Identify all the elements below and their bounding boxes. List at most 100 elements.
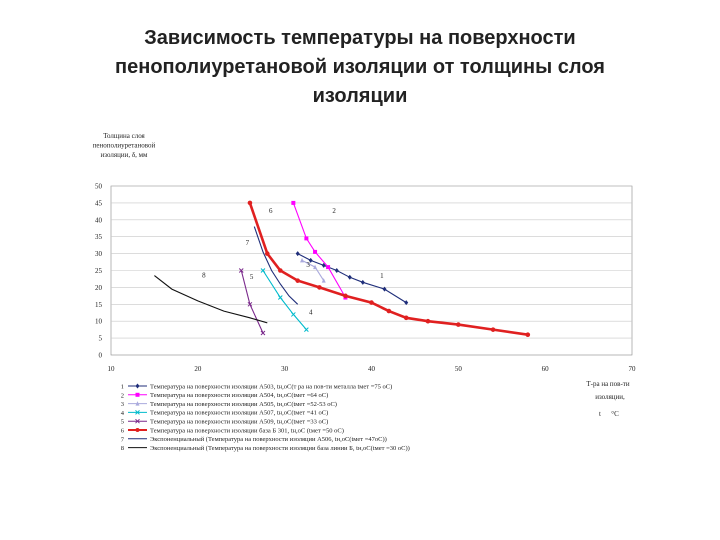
- y-tick-label: 40: [95, 216, 103, 224]
- data-point: [295, 278, 300, 283]
- y-tick-label: 20: [95, 284, 103, 292]
- y-axis-label: Толщина слоя пенополиуретановойизоляции, …: [93, 132, 156, 159]
- series-group: 1 2 3 4 5 6 7 8: [154, 200, 531, 338]
- y-tick-label: 45: [95, 199, 103, 207]
- data-point: [403, 315, 409, 321]
- data-point-stroke: [247, 301, 253, 307]
- data-point: [326, 265, 331, 270]
- y-tick-label: 0: [99, 352, 103, 360]
- y-axis-label-line: изоляции, δ, мм: [101, 151, 149, 159]
- x-tick-label: 60: [542, 365, 550, 373]
- data-point: [135, 410, 140, 415]
- series-annotation: 1: [380, 272, 384, 280]
- data-point-stroke: [135, 418, 140, 424]
- data-point: [313, 249, 318, 254]
- data-point: [343, 293, 348, 299]
- series-6: 6: [247, 200, 531, 338]
- series-line: [154, 275, 268, 324]
- data-point-stroke: [238, 268, 244, 273]
- data-point: [135, 392, 140, 397]
- data-point-stroke: [277, 295, 283, 300]
- data-point: [347, 274, 352, 280]
- legend-label: Температура на поверхности изоляции А503…: [150, 383, 392, 390]
- legend-label: Температура на поверхности изоляции А509…: [150, 419, 328, 426]
- title-line: пенополиуретановой изоляции от толщины с…: [115, 56, 605, 78]
- series-line: [253, 226, 299, 305]
- title-line: изоляции: [312, 85, 408, 107]
- series-8: 8: [154, 271, 268, 324]
- data-point: [300, 257, 305, 263]
- data-point: [278, 268, 283, 273]
- x-axis-label-line: °C: [611, 410, 619, 418]
- data-point: [304, 327, 309, 333]
- data-point: [334, 268, 339, 273]
- y-tick-label: 5: [99, 335, 103, 343]
- y-tick-label: 25: [95, 267, 103, 275]
- data-point: [295, 251, 300, 257]
- x-tick-label: 50: [455, 365, 463, 373]
- data-point: [369, 300, 374, 305]
- series-annotation: 8: [202, 271, 206, 279]
- x-axis-label: Т-ра на пов-ти изоляции, t °C: [586, 380, 630, 418]
- data-point: [260, 268, 266, 273]
- data-point: [321, 278, 326, 283]
- legend-number: 2: [121, 392, 124, 399]
- data-point-stroke: [260, 330, 266, 336]
- data-point-stroke: [304, 327, 309, 333]
- x-tick-label: 30: [281, 365, 289, 373]
- data-point: [490, 327, 496, 332]
- legend-number: 4: [121, 410, 125, 417]
- data-point: [308, 257, 313, 263]
- data-point: [135, 428, 140, 432]
- legend-number: 8: [121, 445, 124, 452]
- data-point: [360, 279, 365, 285]
- y-tick-label: 30: [95, 250, 103, 258]
- legend-number: 3: [121, 401, 124, 408]
- series-5: 5: [238, 268, 266, 336]
- data-point: [304, 236, 309, 241]
- x-axis-label-line: изоляции,: [595, 393, 625, 401]
- series-4: 4: [260, 268, 313, 333]
- data-point-stroke: [135, 410, 140, 415]
- data-point: [135, 401, 140, 406]
- series-line: [262, 270, 307, 330]
- page-title: Зависимость температуры на поверхности п…: [40, 24, 680, 111]
- data-point: [291, 200, 296, 205]
- x-axis-label-line: t: [599, 410, 601, 418]
- series-annotation: 6: [269, 207, 273, 215]
- data-point: [525, 332, 531, 338]
- grid: [111, 185, 632, 339]
- legend-item: 6 Температура на поверхности изоляции баз…: [121, 427, 344, 434]
- data-point-stroke: [260, 268, 266, 273]
- legend-label: Температура на поверхности изоляции А505…: [150, 401, 337, 408]
- legend: 1 Температура на поверхности изоляции А50…: [121, 383, 410, 452]
- legend-item: 4 Температура на поверхности изоляции А50…: [121, 410, 329, 417]
- legend-item: 7 Экспоненциальный (Температура на поверх…: [121, 436, 387, 443]
- data-point: [425, 318, 431, 324]
- legend-label: Экспоненциальный (Температура на поверхн…: [150, 436, 387, 443]
- data-point: [317, 285, 322, 290]
- y-ticks: 0 5 10 15 20 25 30 35 40 45 50: [95, 183, 103, 360]
- legend-item: 3 Температура на поверхности изоляции А50…: [121, 401, 337, 408]
- title-line: Зависимость температуры на поверхности: [144, 27, 576, 49]
- legend-item: 1 Температура на поверхности изоляции А50…: [121, 383, 393, 390]
- data-point: [321, 262, 326, 268]
- legend-number: 5: [121, 419, 124, 426]
- legend-label: Температура на поверхности изоляции А507…: [150, 410, 328, 417]
- data-point: [456, 322, 461, 327]
- data-point: [277, 295, 283, 300]
- x-tick-label: 70: [629, 365, 637, 373]
- legend-item: 8 Экспоненциальный (Температура на поверх…: [121, 445, 410, 452]
- x-tick-label: 20: [194, 365, 202, 373]
- series-annotation: 5: [250, 273, 254, 281]
- data-point: [247, 301, 253, 307]
- data-point: [313, 264, 318, 270]
- x-tick-label: 10: [108, 365, 116, 373]
- series-1: 1: [295, 251, 409, 306]
- series-7: 7: [246, 226, 299, 305]
- series-annotation: 3: [306, 261, 310, 269]
- legend-label: Температура на поверхности изоляции база…: [150, 427, 344, 434]
- y-axis-label-line: Толщина слоя: [103, 132, 145, 140]
- series-annotation: 7: [246, 239, 250, 247]
